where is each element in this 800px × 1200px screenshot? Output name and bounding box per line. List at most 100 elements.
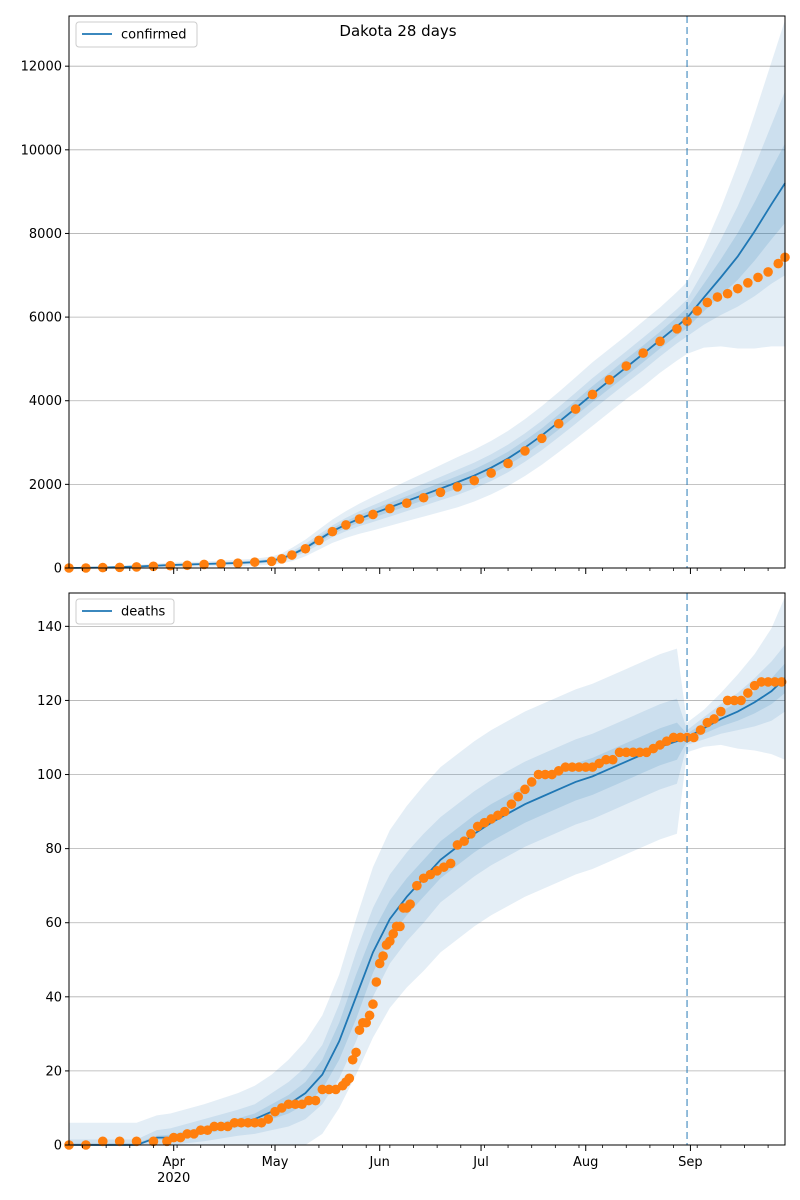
observed-point — [655, 336, 665, 347]
x-tick-label: May — [262, 1155, 289, 1170]
observed-point — [732, 283, 743, 294]
observed-point — [401, 498, 412, 508]
figure-title: Dakota 28 days — [339, 22, 456, 40]
observed-point — [310, 1095, 321, 1106]
observed-point — [499, 806, 510, 817]
observed-point — [314, 535, 324, 546]
observed-point — [513, 791, 523, 802]
deaths-uncertainty-bands — [69, 596, 785, 1145]
observed-point — [574, 762, 584, 772]
y-tick-label: 100 — [37, 768, 62, 783]
y-tick-label: 2000 — [29, 478, 62, 493]
observed-point — [503, 458, 513, 469]
y-tick-label: 20 — [45, 1064, 62, 1079]
observed-point — [621, 747, 632, 758]
observed-point — [675, 732, 686, 743]
observed-point — [148, 1136, 159, 1147]
observed-point — [195, 1125, 206, 1135]
deaths-plot-frame — [68, 592, 786, 1146]
observed-point — [324, 1084, 334, 1095]
observed-point — [520, 446, 530, 456]
observed-point — [682, 316, 692, 327]
observed-point — [114, 562, 125, 573]
observed-point — [361, 1017, 372, 1028]
observed-point — [354, 1025, 365, 1035]
observed-point — [533, 769, 544, 780]
y-tick-label: 80 — [45, 842, 62, 857]
observed-point — [347, 1054, 358, 1065]
y-tick-label: 10000 — [21, 143, 62, 158]
confirmed-observed-points — [64, 252, 790, 573]
legend-box — [75, 21, 198, 48]
observed-point — [364, 1010, 375, 1021]
confirmed-uncertainty-bands — [69, 20, 785, 568]
observed-point — [634, 747, 645, 758]
observed-point — [722, 288, 733, 299]
observed-point — [283, 1099, 294, 1110]
observed-point — [300, 543, 311, 554]
observed-point — [378, 951, 388, 961]
observed-point — [587, 389, 598, 400]
band-inner — [69, 663, 785, 1145]
legend-label-confirmed: confirmed — [121, 28, 187, 43]
observed-point — [722, 695, 733, 706]
observed-point — [371, 977, 382, 987]
observed-point — [341, 520, 351, 530]
observed-point — [385, 936, 395, 947]
observed-point — [385, 503, 395, 514]
observed-point — [344, 1073, 355, 1084]
observed-point — [209, 1121, 220, 1132]
x-tick-label: Jul — [472, 1155, 489, 1170]
observed-point — [131, 1136, 142, 1147]
observed-point — [114, 1136, 125, 1147]
observed-point — [773, 258, 784, 269]
observed-point — [560, 762, 571, 772]
observed-point — [249, 1117, 260, 1128]
observed-point — [287, 550, 297, 560]
observed-point — [736, 695, 746, 706]
confirmed-plot-frame — [68, 15, 786, 569]
observed-point — [689, 732, 699, 743]
observed-point — [621, 361, 632, 371]
observed-point — [743, 278, 753, 288]
observed-point — [570, 404, 581, 414]
observed-point — [607, 754, 618, 765]
observed-point — [716, 706, 726, 717]
observed-point — [466, 829, 476, 839]
confirmed-y-axis: 0 2000 4000 6000 8000 10000 12000 — [21, 60, 69, 577]
observed-point — [712, 292, 723, 302]
x-tick-label: Jun — [369, 1155, 390, 1170]
observed-point — [405, 899, 415, 909]
observed-point — [148, 561, 159, 572]
observed-point — [168, 1132, 179, 1143]
legend-box — [75, 598, 175, 625]
deaths-y-axis: 0 20 40 60 80 100 120 140 — [37, 620, 69, 1154]
confirmed-gridlines — [69, 65, 785, 569]
observed-point — [770, 677, 780, 687]
x-tick-label: Aug — [573, 1155, 598, 1170]
x-tick-label: Sep — [678, 1155, 703, 1170]
observed-point — [695, 725, 706, 735]
observed-point — [327, 526, 338, 537]
observed-point — [540, 769, 551, 780]
observed-point — [266, 556, 277, 567]
observed-point — [526, 777, 537, 787]
observed-point — [229, 1117, 240, 1128]
observed-point — [445, 858, 456, 869]
observed-point — [368, 999, 378, 1010]
observed-point — [638, 348, 648, 358]
y-tick-label: 4000 — [29, 394, 62, 409]
observed-point — [763, 677, 773, 687]
observed-point — [276, 554, 287, 564]
observed-point — [216, 1121, 226, 1132]
y-tick-label: 40 — [45, 990, 62, 1005]
deaths-observed-points — [64, 677, 787, 1150]
observed-point — [672, 324, 682, 334]
band-outer — [69, 596, 785, 1145]
observed-point — [412, 880, 422, 891]
observed-point — [435, 487, 446, 498]
legend-label-deaths: deaths — [121, 605, 166, 620]
x-tick-year-label: 2020 — [157, 1171, 190, 1186]
